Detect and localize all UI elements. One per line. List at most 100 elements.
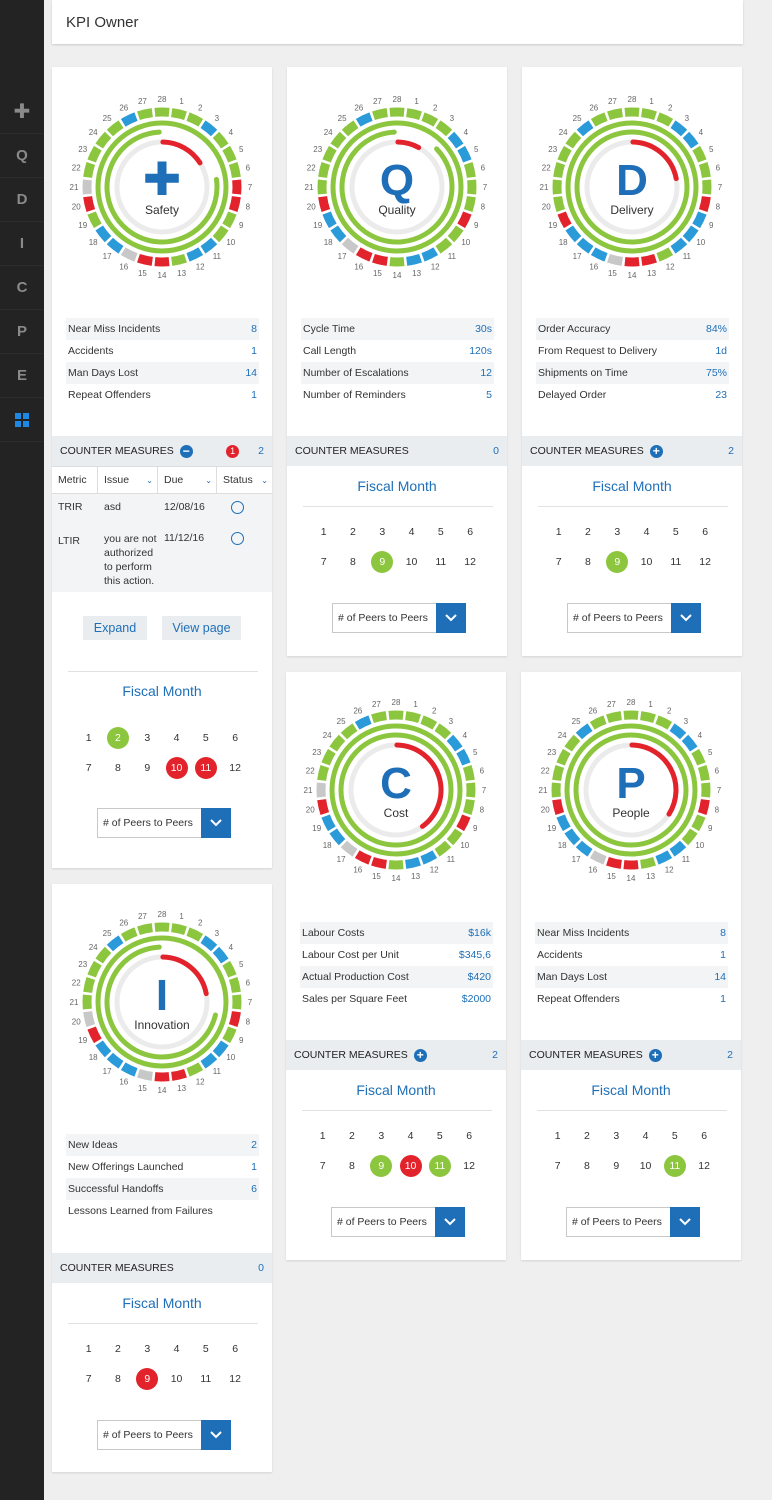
month-4[interactable]: 4 <box>407 1130 414 1142</box>
month-1[interactable]: 1 <box>85 1343 92 1355</box>
day-segment[interactable] <box>83 977 96 993</box>
day-segment[interactable] <box>607 253 623 266</box>
metric-value[interactable]: 5 <box>486 389 492 401</box>
month-10[interactable]: 10 <box>399 1155 422 1177</box>
day-segment[interactable] <box>564 828 581 846</box>
expand-button[interactable]: Expand <box>83 616 147 640</box>
peers-select[interactable]: # of Peers to Peers <box>566 1207 700 1237</box>
day-segment[interactable] <box>565 225 582 243</box>
day-segment[interactable] <box>607 108 623 121</box>
metric-value[interactable]: 120s <box>469 345 492 357</box>
day-segment[interactable] <box>669 840 687 857</box>
chevron-down-icon[interactable] <box>436 603 466 633</box>
month-7[interactable]: 7 <box>320 556 327 568</box>
day-segment[interactable] <box>95 225 112 243</box>
metric-value[interactable]: 84% <box>705 323 727 335</box>
day-segment[interactable] <box>186 112 204 127</box>
peers-select[interactable]: # of Peers to Peers <box>331 1207 465 1237</box>
month-12[interactable]: 12 <box>699 556 711 568</box>
day-segment[interactable] <box>186 1062 204 1077</box>
day-segment[interactable] <box>228 1011 241 1027</box>
metric-value[interactable]: 8 <box>720 927 726 939</box>
month-4[interactable]: 4 <box>173 732 180 744</box>
day-segment[interactable] <box>669 723 687 740</box>
month-6[interactable]: 6 <box>467 526 474 538</box>
day-segment[interactable] <box>120 927 138 942</box>
day-segment[interactable] <box>463 196 476 212</box>
day-segment[interactable] <box>553 162 566 178</box>
day-segment[interactable] <box>95 131 112 149</box>
day-segment[interactable] <box>655 850 673 865</box>
day-segment[interactable] <box>420 715 438 730</box>
day-segment[interactable] <box>318 162 331 178</box>
day-segment[interactable] <box>446 734 463 752</box>
day-segment[interactable] <box>435 120 453 137</box>
day-segment[interactable] <box>329 734 346 752</box>
add-counter-measure-button[interactable]: + <box>649 444 663 458</box>
month-3[interactable]: 3 <box>144 1343 151 1355</box>
metric-value[interactable]: 8 <box>251 323 257 335</box>
day-segment[interactable] <box>421 112 439 127</box>
day-segment[interactable] <box>354 715 372 730</box>
day-segment[interactable] <box>340 723 358 740</box>
month-10[interactable]: 10 <box>639 1160 652 1172</box>
day-segment[interactable] <box>682 131 699 149</box>
month-4[interactable]: 4 <box>408 526 415 538</box>
day-segment[interactable] <box>447 225 464 243</box>
month-5[interactable]: 5 <box>202 1343 209 1355</box>
day-segment[interactable] <box>606 711 622 724</box>
month-5[interactable]: 5 <box>202 732 209 744</box>
day-segment[interactable] <box>434 840 452 857</box>
month-6[interactable]: 6 <box>232 732 239 744</box>
day-segment[interactable] <box>171 1068 187 1081</box>
month-9[interactable]: 9 <box>606 551 629 573</box>
month-8[interactable]: 8 <box>115 762 121 774</box>
month-8[interactable]: 8 <box>585 556 591 568</box>
day-segment[interactable] <box>557 211 572 229</box>
day-segment[interactable] <box>212 131 229 149</box>
month-9[interactable]: 9 <box>371 551 394 573</box>
month-6[interactable]: 6 <box>702 526 709 538</box>
month-7[interactable]: 7 <box>319 1160 326 1172</box>
day-segment[interactable] <box>575 840 593 857</box>
day-segment[interactable] <box>447 131 464 149</box>
metric-value[interactable]: 14 <box>714 971 726 983</box>
day-segment[interactable] <box>575 723 593 740</box>
day-segment[interactable] <box>340 840 358 857</box>
metric-value[interactable]: 12 <box>480 367 492 379</box>
day-segment[interactable] <box>589 715 607 730</box>
day-segment[interactable] <box>556 814 571 832</box>
sidebar-item-environment[interactable]: E <box>0 354 44 398</box>
day-segment[interactable] <box>106 120 124 137</box>
day-segment[interactable] <box>228 977 241 993</box>
day-segment[interactable] <box>553 196 566 212</box>
add-counter-measure-button[interactable]: + <box>648 1048 662 1062</box>
day-segment[interactable] <box>200 237 218 254</box>
day-segment[interactable] <box>434 723 452 740</box>
month-5[interactable]: 5 <box>671 1130 678 1142</box>
day-segment[interactable] <box>186 247 204 262</box>
day-segment[interactable] <box>692 211 707 229</box>
day-segment[interactable] <box>317 799 330 815</box>
day-segment[interactable] <box>576 120 594 137</box>
day-segment[interactable] <box>106 935 124 952</box>
month-12[interactable]: 12 <box>698 1160 710 1172</box>
month-5[interactable]: 5 <box>436 1130 443 1142</box>
month-5[interactable]: 5 <box>672 526 679 538</box>
day-segment[interactable] <box>120 247 138 262</box>
day-segment[interactable] <box>641 108 657 121</box>
day-segment[interactable] <box>212 1040 229 1058</box>
day-segment[interactable] <box>212 225 229 243</box>
month-6[interactable]: 6 <box>232 1343 239 1355</box>
month-3[interactable]: 3 <box>378 1130 385 1142</box>
add-counter-measure-button[interactable]: + <box>413 1048 427 1062</box>
day-segment[interactable] <box>137 253 153 266</box>
day-segment[interactable] <box>321 748 336 766</box>
day-segment[interactable] <box>330 225 347 243</box>
month-12[interactable]: 12 <box>229 762 241 774</box>
peers-select[interactable]: # of Peers to Peers <box>97 1420 231 1450</box>
day-segment[interactable] <box>697 765 710 781</box>
day-segment[interactable] <box>457 145 472 163</box>
month-11[interactable]: 11 <box>663 1155 686 1177</box>
day-segment[interactable] <box>655 715 673 730</box>
